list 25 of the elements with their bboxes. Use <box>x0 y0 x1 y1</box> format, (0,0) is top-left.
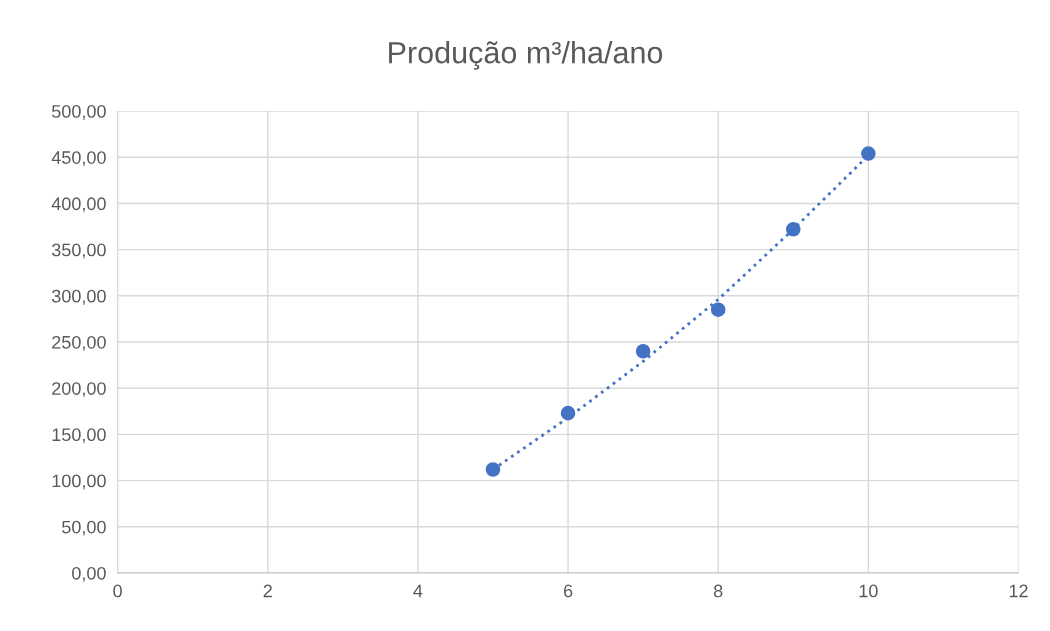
x-tick-label: 6 <box>563 584 573 598</box>
y-tick-label: 150,00 <box>52 428 106 444</box>
point <box>710 302 726 317</box>
x-tick-label: 2 <box>263 584 272 598</box>
y-tick-label: 250,00 <box>52 335 106 351</box>
y-tick-label: 200,00 <box>52 382 106 398</box>
y-tick-label: 0,00 <box>72 566 106 582</box>
point <box>635 343 651 359</box>
x-tick-label: 4 <box>413 584 423 598</box>
y-tick-label: 300,00 <box>51 289 106 305</box>
y-tick-label: 400,00 <box>51 197 106 213</box>
chart-title: Produção m³/ha/ano <box>389 41 663 70</box>
y-tick-label: 500,00 <box>51 104 106 120</box>
x-tick-label: 12 <box>1009 584 1028 598</box>
point <box>485 462 501 477</box>
y-tick-label: 100,00 <box>52 474 106 490</box>
x-tick-label: 10 <box>859 584 878 598</box>
y-tick-label: 450,00 <box>51 151 106 167</box>
point <box>861 146 876 161</box>
x-tick-label: 0 <box>113 584 122 598</box>
point <box>785 222 801 237</box>
x-tick-label: 8 <box>713 584 723 598</box>
y-tick-label: 50,00 <box>62 520 106 536</box>
y-tick-label: 350,00 <box>51 243 106 259</box>
point <box>560 405 576 421</box>
